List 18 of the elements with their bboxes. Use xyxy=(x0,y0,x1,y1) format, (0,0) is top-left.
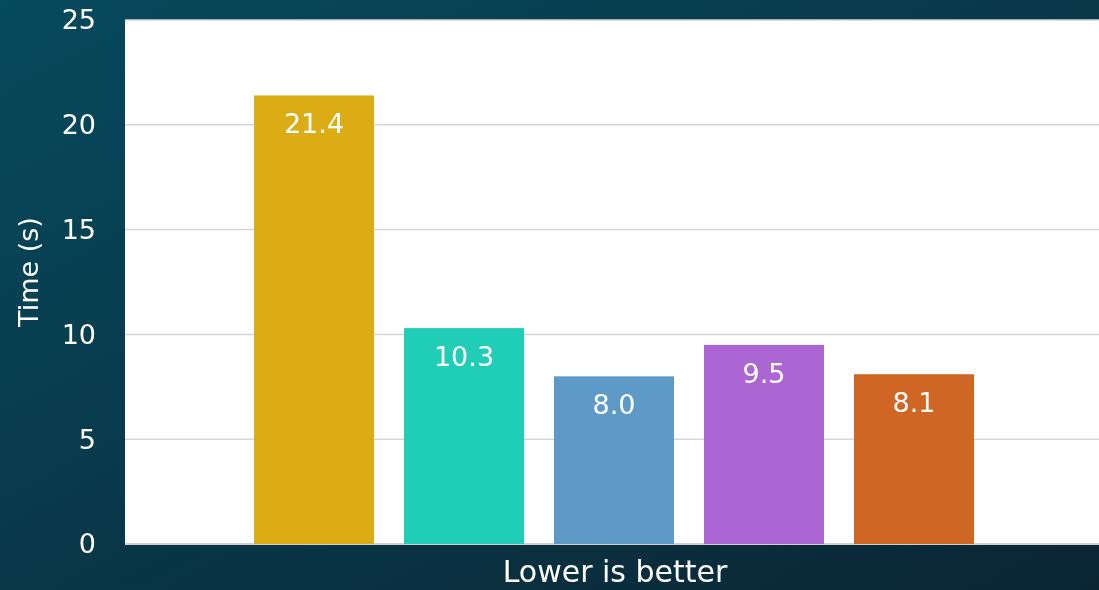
y-tick-label: 25 xyxy=(61,4,96,36)
y-tick-label: 5 xyxy=(78,423,96,455)
bar xyxy=(254,95,374,544)
y-tick-label: 20 xyxy=(61,109,96,141)
data-label: 10.3 xyxy=(433,341,495,373)
y-axis-title: Time (s) xyxy=(13,217,44,328)
y-tick-label: 0 xyxy=(78,528,96,560)
bar xyxy=(854,374,974,544)
y-tick-label: 10 xyxy=(61,318,96,350)
bar xyxy=(704,344,824,544)
data-label: 8.1 xyxy=(892,387,936,419)
y-tick-label: 15 xyxy=(61,214,96,246)
bar xyxy=(404,328,524,544)
data-label: 9.5 xyxy=(742,357,786,389)
data-label: 21.4 xyxy=(283,108,345,140)
data-label: 8.0 xyxy=(592,389,636,421)
bar xyxy=(554,376,674,544)
x-axis-title: Lower is better xyxy=(502,554,729,589)
